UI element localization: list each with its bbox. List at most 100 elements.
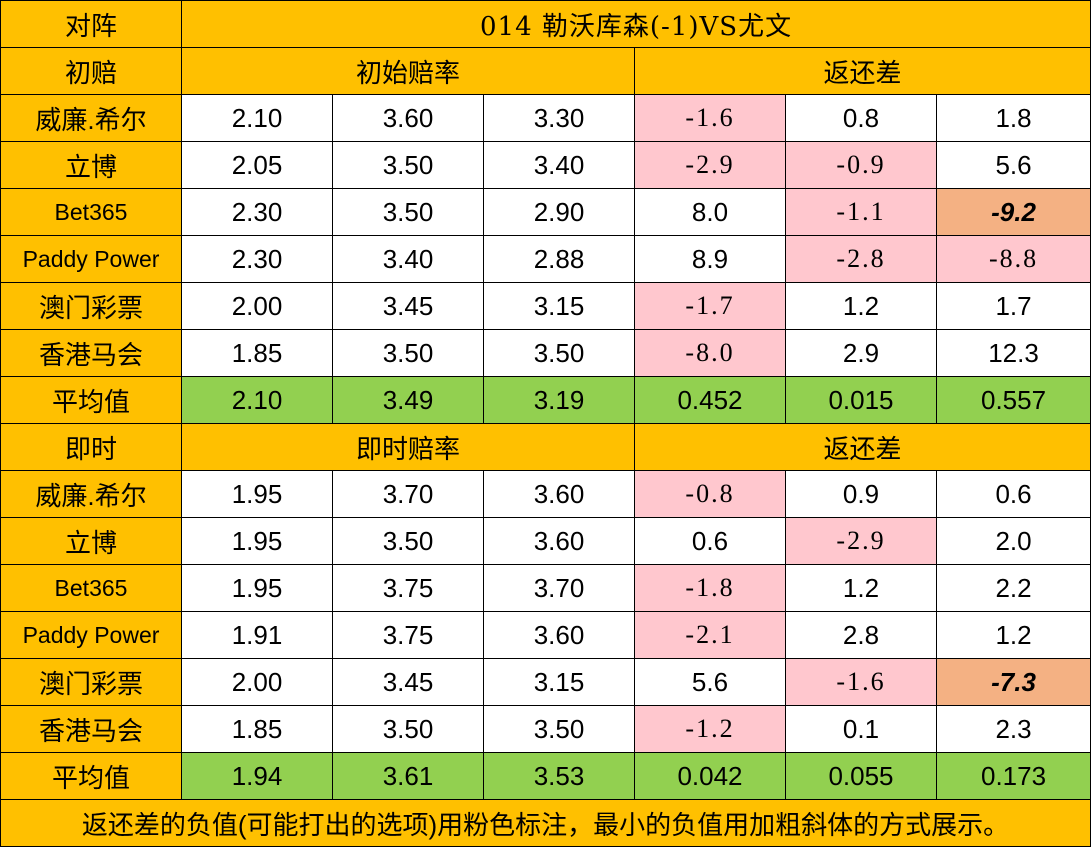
diff-away-min-negative: -9.2 [935,188,1091,236]
bookmaker-name: 澳门彩票 [0,658,182,706]
odds-draw: 3.50 [332,517,484,565]
diff-away-min-negative: -7.3 [935,658,1091,706]
diff-home-negative: -1.6 [634,94,786,142]
odds-home: 2.30 [181,235,333,283]
avg-odds-draw: 3.49 [332,376,484,424]
odds-away: 2.90 [483,188,635,236]
odds-away: 3.50 [483,705,635,753]
odds-draw: 3.40 [332,235,484,283]
odds-home: 1.95 [181,517,333,565]
avg-diff-draw: 0.055 [785,752,937,800]
section-header-row: 即时 即时赔率 返还差 [0,423,1091,471]
odds-home: 1.95 [181,470,333,518]
avg-odds-home: 2.10 [181,376,333,424]
section-header-row: 初赔 初始赔率 返还差 [0,47,1091,95]
diff-home: 8.9 [634,235,786,283]
footer-row: 返还差的负值(可能打出的选项)用粉色标注，最小的负值用加粗斜体的方式展示。 [0,799,1091,847]
bookmaker-name: 威廉.希尔 [0,470,182,518]
odds-away: 3.60 [483,611,635,659]
table-row: 澳门彩票 2.00 3.45 3.15 -1.7 1.2 1.7 [0,282,1091,330]
odds-home: 2.30 [181,188,333,236]
diff-draw: 2.8 [785,611,937,659]
return-diff-header: 返还差 [633,47,1091,95]
diff-home-negative: -0.8 [634,470,786,518]
odds-draw: 3.70 [332,470,484,518]
avg-odds-home: 1.94 [181,752,333,800]
diff-draw: 2.9 [785,329,937,377]
table-row: Paddy Power 1.91 3.75 3.60 -2.1 2.8 1.2 [0,611,1091,659]
odds-away: 3.60 [483,470,635,518]
diff-home: 5.6 [634,658,786,706]
odds-draw: 3.60 [332,94,484,142]
diff-draw: 0.8 [785,94,937,142]
table-row: 香港马会 1.85 3.50 3.50 -8.0 2.9 12.3 [0,329,1091,377]
section-label: 即时 [0,423,182,471]
odds-draw: 3.50 [332,188,484,236]
odds-away: 3.60 [483,517,635,565]
avg-diff-away: 0.173 [935,752,1091,800]
odds-draw: 3.50 [332,329,484,377]
table-row: 威廉.希尔 1.95 3.70 3.60 -0.8 0.9 0.6 [0,470,1091,518]
bookmaker-name: 立博 [0,517,182,565]
diff-away: 2.2 [935,564,1091,612]
diff-home-negative: -8.0 [634,329,786,377]
odds-header: 初始赔率 [181,47,635,95]
table-row: 立博 2.05 3.50 3.40 -2.9 -0.9 5.6 [0,141,1091,189]
diff-away: 5.6 [935,141,1091,189]
diff-draw-negative: -0.9 [785,141,937,189]
title-row: 对阵 014 勒沃库森(-1)VS尤文 [0,0,1091,48]
odds-draw: 3.45 [332,282,484,330]
bookmaker-name: Paddy Power [0,611,182,659]
odds-away: 3.70 [483,564,635,612]
diff-draw: 0.9 [785,470,937,518]
avg-diff-home: 0.452 [634,376,786,424]
avg-diff-away: 0.557 [935,376,1091,424]
odds-away: 3.15 [483,658,635,706]
diff-away: 0.6 [935,470,1091,518]
diff-away: 1.2 [935,611,1091,659]
diff-away: 1.8 [935,94,1091,142]
section-label: 初赔 [0,47,182,95]
diff-draw-negative: -1.1 [785,188,937,236]
avg-diff-home: 0.042 [634,752,786,800]
table-row: 威廉.希尔 2.10 3.60 3.30 -1.6 0.8 1.8 [0,94,1091,142]
bookmaker-name: 香港马会 [0,705,182,753]
odds-home: 2.05 [181,141,333,189]
avg-diff-draw: 0.015 [785,376,937,424]
odds-home: 2.00 [181,282,333,330]
diff-home-negative: -1.8 [634,564,786,612]
average-label: 平均值 [0,752,182,800]
diff-home: 0.6 [634,517,786,565]
odds-home: 1.91 [181,611,333,659]
footer-note: 返还差的负值(可能打出的选项)用粉色标注，最小的负值用加粗斜体的方式展示。 [0,799,1091,847]
bookmaker-name: Bet365 [0,188,182,236]
odds-draw: 3.45 [332,658,484,706]
return-diff-header: 返还差 [633,423,1091,471]
diff-draw: 1.2 [785,564,937,612]
table-row: Paddy Power 2.30 3.40 2.88 8.9 -2.8 -8.8 [0,235,1091,283]
diff-away-negative: -8.8 [935,235,1091,283]
avg-odds-away: 3.53 [483,752,635,800]
avg-odds-draw: 3.61 [332,752,484,800]
odds-home: 2.10 [181,94,333,142]
bookmaker-name: 香港马会 [0,329,182,377]
diff-home: 8.0 [634,188,786,236]
diff-away: 2.0 [935,517,1091,565]
odds-home: 1.95 [181,564,333,612]
odds-draw: 3.75 [332,564,484,612]
odds-away: 2.88 [483,235,635,283]
odds-away: 3.30 [483,94,635,142]
bookmaker-name: Paddy Power [0,235,182,283]
diff-home-negative: -1.7 [634,282,786,330]
diff-home-negative: -1.2 [634,705,786,753]
table-row: Bet365 1.95 3.75 3.70 -1.8 1.2 2.2 [0,564,1091,612]
bookmaker-name: 澳门彩票 [0,282,182,330]
bookmaker-name: 立博 [0,141,182,189]
avg-odds-away: 3.19 [483,376,635,424]
match-title: 014 勒沃库森(-1)VS尤文 [180,0,1091,48]
diff-home-negative: -2.9 [634,141,786,189]
bookmaker-name: 威廉.希尔 [0,94,182,142]
table-row: 澳门彩票 2.00 3.45 3.15 5.6 -1.6 -7.3 [0,658,1091,706]
diff-draw-negative: -1.6 [785,658,937,706]
